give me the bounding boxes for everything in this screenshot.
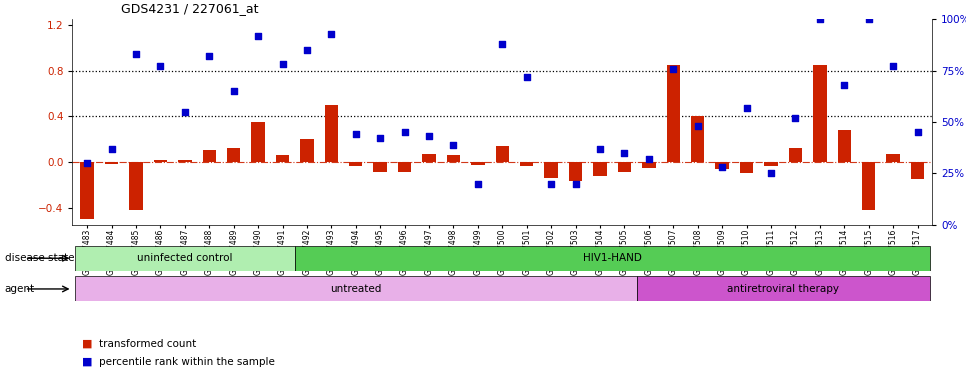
Point <box>373 135 388 141</box>
Bar <box>80 162 94 219</box>
Point <box>861 16 876 22</box>
Point <box>421 133 437 139</box>
Bar <box>275 155 289 162</box>
Text: ■: ■ <box>82 357 93 367</box>
Point <box>739 104 754 111</box>
Point <box>592 146 608 152</box>
Bar <box>446 155 460 162</box>
Bar <box>154 160 167 162</box>
Bar <box>520 162 533 166</box>
Bar <box>349 162 362 166</box>
Bar <box>203 151 216 162</box>
Point <box>690 123 705 129</box>
Bar <box>637 276 929 301</box>
Point <box>715 164 730 170</box>
Bar <box>374 162 387 172</box>
Bar <box>716 162 729 169</box>
Point <box>274 61 290 68</box>
Point <box>495 41 510 47</box>
Point <box>837 82 852 88</box>
Bar <box>788 148 802 162</box>
Bar <box>911 162 924 179</box>
Text: uninfected control: uninfected control <box>137 253 233 263</box>
Bar <box>325 105 338 162</box>
Bar <box>300 139 314 162</box>
Point <box>79 160 95 166</box>
Bar <box>691 116 704 162</box>
Bar <box>75 276 637 301</box>
Text: transformed count: transformed count <box>99 339 197 349</box>
Bar <box>838 130 851 162</box>
Text: disease state: disease state <box>5 253 74 263</box>
Point <box>445 141 461 147</box>
Bar <box>422 154 436 162</box>
Point <box>202 53 217 59</box>
Text: GDS4231 / 227061_at: GDS4231 / 227061_at <box>121 2 258 15</box>
Point <box>177 109 192 115</box>
Bar <box>471 162 485 165</box>
Point <box>397 129 412 135</box>
Point <box>641 156 657 162</box>
Bar <box>75 246 295 271</box>
Point <box>226 88 242 94</box>
Bar <box>642 162 656 167</box>
Bar <box>764 162 778 166</box>
Bar <box>813 65 827 162</box>
Point <box>787 115 803 121</box>
Bar <box>667 65 680 162</box>
Point <box>470 180 486 187</box>
Point <box>812 16 828 22</box>
Point <box>153 63 168 70</box>
Point <box>103 146 119 152</box>
Bar <box>862 162 875 210</box>
Bar <box>129 162 143 210</box>
Text: agent: agent <box>5 284 35 294</box>
Bar <box>617 162 631 172</box>
Point <box>616 150 632 156</box>
Point <box>299 47 315 53</box>
Bar <box>227 148 241 162</box>
Text: ■: ■ <box>82 339 93 349</box>
Bar <box>398 162 412 172</box>
Text: untreated: untreated <box>330 284 382 294</box>
Text: antiretroviral therapy: antiretroviral therapy <box>727 284 839 294</box>
Point <box>763 170 779 176</box>
Bar <box>593 162 607 175</box>
Text: HIV1-HAND: HIV1-HAND <box>582 253 641 263</box>
Bar <box>496 146 509 162</box>
Point <box>348 131 363 137</box>
Point <box>250 33 266 39</box>
Point <box>519 74 534 80</box>
Point <box>128 51 144 57</box>
Point <box>568 180 583 187</box>
Bar <box>740 162 753 173</box>
Bar <box>251 122 265 162</box>
Bar <box>569 162 582 181</box>
Point <box>666 65 681 71</box>
Text: percentile rank within the sample: percentile rank within the sample <box>99 357 275 367</box>
Bar <box>105 162 118 164</box>
Point <box>910 129 925 135</box>
Bar <box>178 160 191 162</box>
Bar <box>295 246 929 271</box>
Bar <box>887 154 899 162</box>
Bar <box>545 162 558 178</box>
Point <box>544 180 559 187</box>
Point <box>324 30 339 36</box>
Point <box>886 63 901 70</box>
